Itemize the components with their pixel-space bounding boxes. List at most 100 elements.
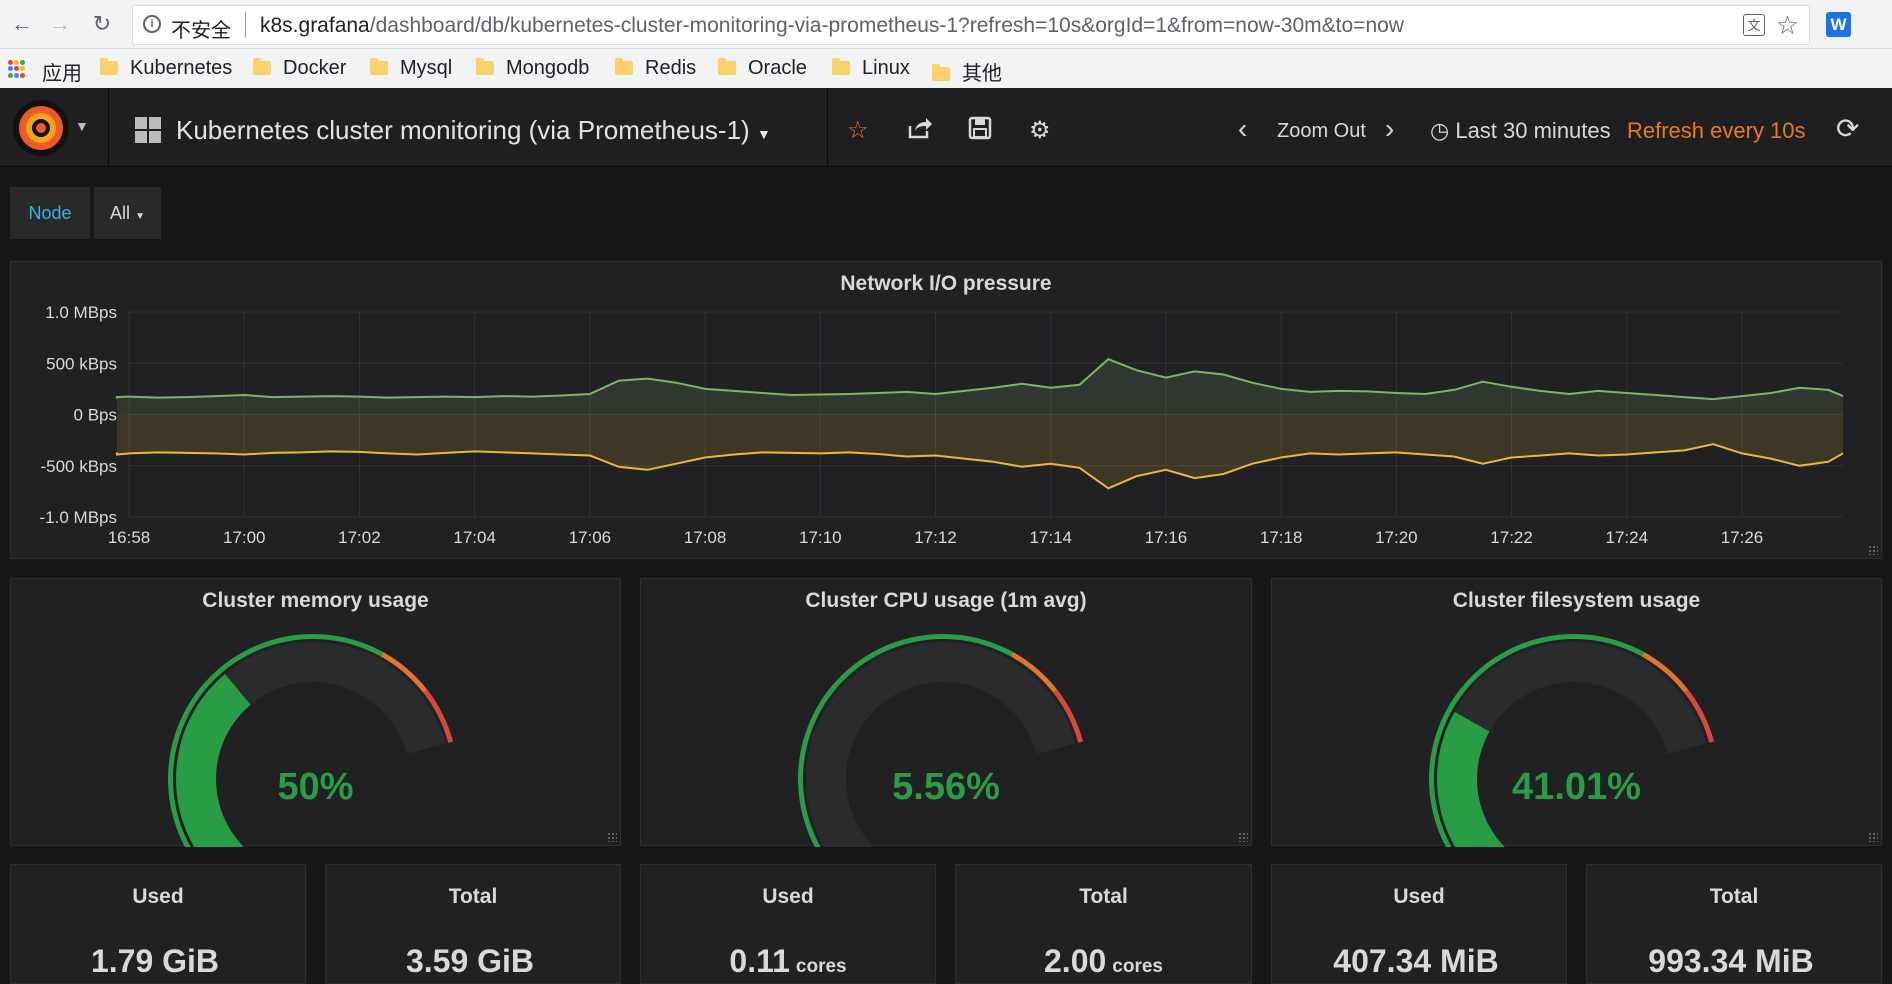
folder-icon [832, 58, 850, 75]
variable-node-value: All [110, 203, 131, 223]
x-tick-label: 17:00 [223, 528, 266, 547]
gauge-value: 5.56% [892, 766, 1000, 808]
panel-title[interactable]: Cluster filesystem usage [1452, 589, 1701, 612]
star-icon[interactable]: ☆ [847, 117, 869, 144]
apps-grid-icon[interactable] [8, 60, 26, 78]
bookmark-label: 其他 [962, 63, 1002, 85]
x-tick-label: 17:04 [453, 528, 496, 547]
series-area [117, 414, 1843, 489]
refresh-icon[interactable]: ⟳ [1836, 113, 1860, 144]
folder-icon [718, 58, 736, 75]
share-icon[interactable] [907, 116, 933, 147]
stat-filesystem-total: Total 993.34 MiB [1586, 864, 1882, 984]
bookmark-other[interactable]: 其他 [932, 57, 1002, 86]
stat-number: 1.79 GiB [90, 943, 220, 979]
bookmark-label: Redis [645, 57, 697, 79]
browser-toolbar: ← → ↻ i 不安全 k8s.grafana/dashboard/db/kub… [0, 0, 1892, 49]
stat-title[interactable]: Total [1079, 885, 1128, 908]
time-range-picker[interactable]: ◷ Last 30 minutes [1430, 118, 1611, 144]
bookmark-apps[interactable]: 应用 [42, 63, 82, 85]
stat-value: 2.00 cores [956, 943, 1251, 980]
gauge-track [176, 642, 446, 847]
url-path: /dashboard/db/kubernetes-cluster-monitor… [369, 14, 1404, 37]
gauge-panel-filesystem: Cluster filesystem usage 41.01% [1271, 578, 1882, 847]
filesystem-gauge [1429, 634, 1715, 847]
chevron-left-icon[interactable]: ‹ [1238, 113, 1248, 144]
info-icon[interactable]: i [143, 15, 161, 33]
bookmark-docker[interactable]: Docker [253, 57, 346, 80]
bookmark-kubernetes[interactable]: Kubernetes [100, 57, 232, 80]
bookmark-label: Mysql [400, 57, 453, 79]
resize-handle-icon[interactable] [607, 832, 617, 842]
stat-value: 993.34 MiB [1587, 943, 1881, 980]
reload-icon[interactable]: ↻ [92, 11, 112, 36]
bookmarks-bar: 应用 Kubernetes Docker Mysql Mongodb Redis… [0, 49, 1892, 88]
url-text[interactable]: k8s.grafana/dashboard/db/kubernetes-clus… [260, 14, 1404, 38]
bookmark-label: Kubernetes [130, 57, 233, 79]
security-label[interactable]: 不安全 [171, 20, 231, 42]
stat-title[interactable]: Used [762, 885, 814, 908]
bookmark-label: Docker [283, 57, 347, 79]
stat-title[interactable]: Total [1709, 885, 1759, 908]
chart-grid [128, 311, 1843, 518]
grafana-logo-icon[interactable] [13, 100, 69, 156]
gear-icon[interactable]: ⚙ [1029, 117, 1051, 144]
navbar-divider [108, 88, 109, 166]
bookmark-mongodb[interactable]: Mongodb [476, 57, 589, 80]
back-arrow-icon[interactable]: ← [11, 11, 33, 36]
network-io-panel: Network I/O pressure 1.0 MBps 500 kBps 0 B… [10, 261, 1882, 559]
translate-icon[interactable]: 文 [1743, 14, 1765, 36]
stat-title[interactable]: Total [448, 885, 498, 908]
chevron-right-icon[interactable]: › [1385, 113, 1395, 144]
resize-handle-icon[interactable] [1868, 545, 1878, 555]
panel-title[interactable]: Network I/O pressure [840, 272, 1052, 295]
stat-value: 0.11 cores [641, 943, 935, 980]
stat-number: 2.00 [1044, 943, 1107, 979]
stat-unit: cores [1112, 956, 1163, 977]
gauge-value: 41.01% [1512, 766, 1641, 808]
stat-number: 407.34 MiB [1333, 943, 1499, 979]
dashboard-title[interactable]: Kubernetes cluster monitoring (via Prome… [176, 115, 771, 146]
variable-node-dropdown[interactable]: All ▼ [94, 187, 161, 239]
refresh-interval-label[interactable]: Refresh every 10s [1627, 118, 1806, 143]
bookmark-redis[interactable]: Redis [615, 57, 696, 80]
dashboard-title-text: Kubernetes cluster monitoring (via Prome… [176, 115, 750, 145]
x-tick-label: 17:26 [1721, 528, 1764, 547]
x-tick-label: 17:16 [1145, 528, 1188, 547]
x-tick-label: 17:18 [1260, 528, 1303, 547]
x-tick-label: 17:12 [914, 528, 957, 547]
dashboard-grid-icon [135, 117, 161, 143]
stat-title[interactable]: Used [1393, 885, 1445, 908]
bookmark-oracle[interactable]: Oracle [718, 57, 807, 80]
time-range-label: Last 30 minutes [1455, 118, 1611, 143]
bookmark-mysql[interactable]: Mysql [370, 57, 452, 80]
address-bar[interactable]: i 不安全 k8s.grafana/dashboard/db/kubernete… [132, 5, 1810, 45]
resize-handle-icon[interactable] [1868, 832, 1878, 842]
folder-icon [476, 58, 494, 75]
variable-node-label: Node [10, 187, 90, 239]
chevron-down-icon[interactable]: ▼ [75, 118, 89, 134]
panel-title[interactable]: Cluster CPU usage (1m avg) [805, 589, 1087, 612]
x-tick-label: 17:02 [338, 528, 381, 547]
resize-handle-icon[interactable] [1238, 832, 1248, 842]
bookmark-label: Mongodb [506, 57, 590, 79]
bookmark-star-icon[interactable]: ☆ [1775, 10, 1799, 40]
bookmark-linux[interactable]: Linux [832, 57, 910, 80]
panel-title[interactable]: Cluster memory usage [202, 589, 429, 612]
stat-unit: cores [795, 956, 847, 977]
stat-title[interactable]: Used [132, 885, 184, 908]
threshold-warn-band [1641, 652, 1689, 693]
series-line [116, 358, 1844, 401]
threshold-crit-band [1684, 689, 1715, 743]
stat-number: 3.59 GiB [405, 943, 535, 979]
caret-down-icon: ▼ [135, 211, 145, 222]
y-tick-label: 500 kBps [46, 354, 117, 373]
extension-w-icon[interactable]: W [1826, 12, 1851, 37]
stat-number: 993.34 MiB [1648, 943, 1814, 979]
x-tick-label: 17:20 [1375, 528, 1418, 547]
forward-arrow-icon[interactable]: → [49, 11, 71, 36]
save-icon[interactable] [968, 116, 992, 147]
zoom-out-button[interactable]: Zoom Out [1277, 120, 1366, 142]
threshold-crit-band [1053, 689, 1084, 743]
